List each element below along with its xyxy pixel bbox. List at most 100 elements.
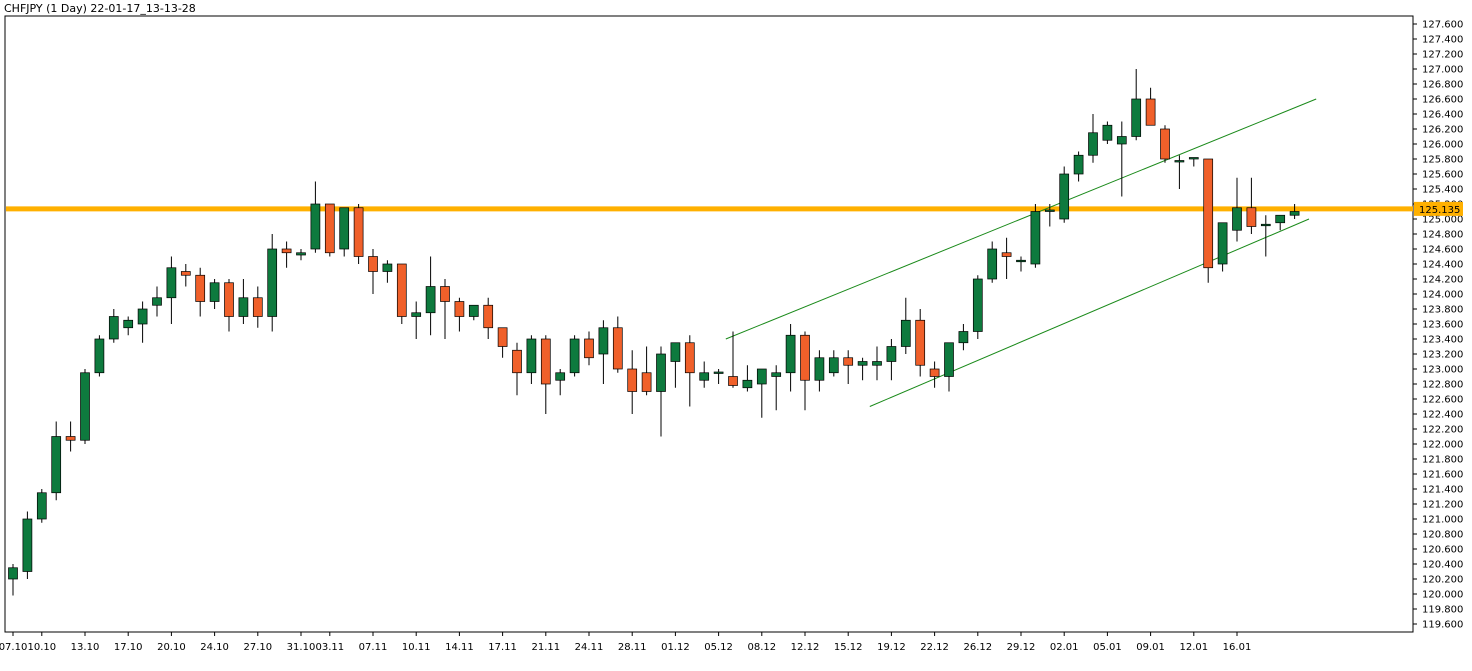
x-tick-label: 21.11 — [531, 642, 560, 653]
candle-bear — [1246, 207, 1257, 227]
trendline-lower — [869, 218, 1310, 407]
x-tick-label: 22.12 — [920, 642, 949, 653]
candle-bear — [612, 327, 623, 370]
x-tick-label: 20.10 — [157, 642, 186, 653]
candle-bull — [1217, 222, 1228, 265]
y-tick-label: 123.600 — [1422, 320, 1463, 331]
candle-bear — [684, 342, 695, 374]
candle-bear — [368, 256, 378, 272]
x-tick-label: 27.10 — [243, 642, 272, 653]
current-price-box — [1414, 201, 1463, 216]
candle-bull — [785, 334, 796, 374]
x-tick-label: 08.12 — [747, 642, 776, 653]
y-tick-label: 122.000 — [1422, 440, 1463, 451]
y-tick-label: 125.600 — [1422, 170, 1463, 181]
y-tick-label: 123.000 — [1422, 365, 1463, 376]
candle-bull — [1116, 136, 1127, 145]
y-tick-label: 127.000 — [1422, 65, 1463, 76]
candle-bull — [886, 346, 897, 362]
y-tick-label: 124.000 — [1422, 290, 1463, 301]
candle-bear — [483, 304, 494, 329]
chart-title: CHFJPY (1 Day) 22-01-17_13-13-28 — [4, 2, 196, 15]
x-tick-label: 26.12 — [963, 642, 992, 653]
candle-bull — [137, 308, 148, 325]
candle-bull — [209, 282, 220, 302]
candle-bull — [771, 372, 782, 377]
candle-bull — [468, 304, 479, 317]
x-tick-label: 29.12 — [1007, 642, 1036, 653]
y-tick-label: 123.800 — [1422, 305, 1463, 316]
y-tick-label: 126.400 — [1422, 110, 1463, 121]
y-tick-label: 124.200 — [1422, 275, 1463, 286]
x-tick-label: 24.11 — [575, 642, 604, 653]
y-tick-label: 120.800 — [1422, 530, 1463, 541]
candle-bear — [540, 338, 551, 385]
x-tick-label: 12.01 — [1179, 642, 1208, 653]
candle-bear — [929, 368, 940, 377]
candle-bull — [656, 353, 666, 392]
y-tick-label: 120.000 — [1422, 590, 1463, 601]
candle-bear — [627, 368, 638, 392]
candle-bear — [497, 327, 508, 347]
candle-bear — [224, 282, 234, 317]
y-tick-label: 127.600 — [1422, 20, 1463, 31]
x-tick-label: 07.10 — [0, 642, 27, 653]
y-tick-label: 127.200 — [1422, 50, 1463, 61]
candle-bear — [324, 203, 335, 254]
x-tick-label: 09.01 — [1136, 642, 1165, 653]
candle-bear — [440, 286, 450, 302]
candle-bull — [1102, 124, 1113, 141]
y-tick-label: 125.000 — [1422, 215, 1463, 226]
candle-bull — [742, 379, 753, 389]
y-tick-label: 121.200 — [1422, 500, 1463, 511]
candle-bull — [756, 368, 767, 385]
candle-bear — [65, 436, 76, 441]
candle-bear — [1001, 252, 1012, 257]
y-tick-label: 123.400 — [1422, 335, 1463, 346]
candle-bear — [641, 372, 652, 392]
x-tick-label: 02.01 — [1050, 642, 1079, 653]
candle-bull — [22, 518, 33, 572]
candle-bull — [900, 319, 911, 347]
y-tick-label: 120.600 — [1422, 545, 1463, 556]
x-tick-label: 01.12 — [661, 642, 690, 653]
y-tick-label: 121.600 — [1422, 470, 1463, 481]
candle-bull — [51, 436, 62, 494]
y-tick-label: 121.000 — [1422, 515, 1463, 526]
candle-bull — [1059, 173, 1070, 220]
candle-bull — [713, 371, 724, 374]
candle-bull — [872, 361, 882, 366]
candle-bull — [310, 203, 321, 250]
candle-bull — [1131, 98, 1142, 137]
candle-bull — [1232, 207, 1242, 231]
candle-bull — [555, 372, 566, 381]
candle-bear — [1203, 158, 1214, 269]
candle-bear — [454, 301, 465, 317]
candle-bull — [166, 267, 177, 299]
candle-bull — [94, 338, 105, 374]
y-tick-label: 119.800 — [1422, 605, 1463, 616]
candle-bull — [296, 252, 306, 256]
candle-bull — [36, 492, 47, 520]
y-tick-label: 122.400 — [1422, 410, 1463, 421]
y-tick-label: 126.200 — [1422, 125, 1463, 136]
candle-bear — [800, 334, 810, 381]
y-tick-label: 124.400 — [1422, 260, 1463, 271]
x-tick-label: 13.10 — [71, 642, 100, 653]
y-tick-label: 119.600 — [1422, 620, 1463, 631]
plot-frame — [4, 15, 1414, 633]
candle-bull — [1088, 132, 1098, 156]
x-tick-label: 16.01 — [1223, 642, 1252, 653]
x-tick-label: 19.12 — [877, 642, 906, 653]
current-price-label: 125.135 — [1419, 205, 1460, 216]
x-tick-label: 07.11 — [359, 642, 388, 653]
x-tick-label: 17.10 — [114, 642, 143, 653]
y-tick-label: 125.400 — [1422, 185, 1463, 196]
candle-bull — [8, 567, 18, 580]
y-tick-label: 122.800 — [1422, 380, 1463, 391]
y-tick-label: 122.200 — [1422, 425, 1463, 436]
y-tick-label: 121.400 — [1422, 485, 1463, 496]
candle-bull — [526, 338, 537, 374]
y-tick-label: 126.600 — [1422, 95, 1463, 106]
